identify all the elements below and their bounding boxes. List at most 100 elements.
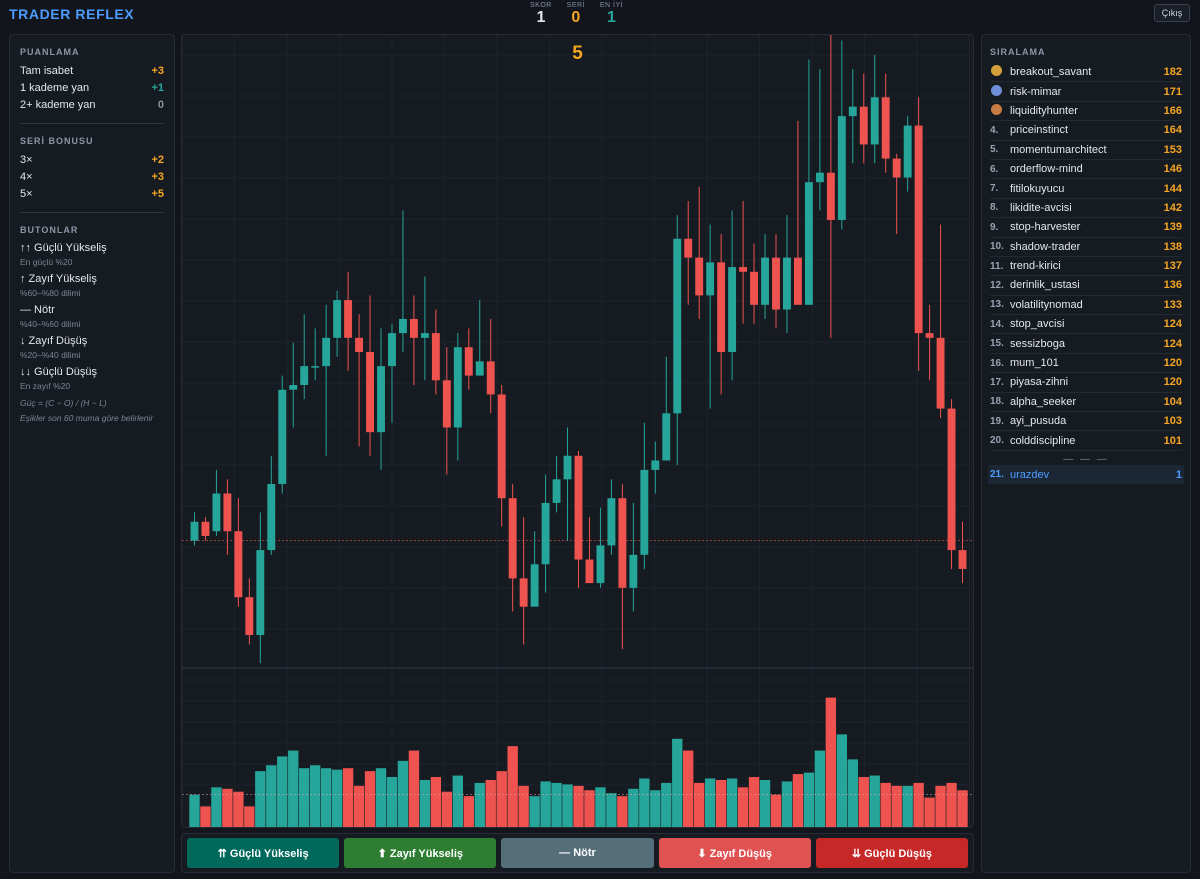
player-score: 104	[1163, 395, 1182, 408]
exit-button[interactable]: Çıkış	[1154, 4, 1190, 22]
volume-bar	[244, 806, 255, 827]
volume-bar	[704, 778, 716, 827]
candle-body	[947, 408, 956, 551]
candle-body	[750, 271, 758, 305]
candle-body	[936, 337, 945, 409]
player-score: 120	[1163, 376, 1182, 389]
candle-body	[903, 125, 912, 178]
neutral-button[interactable]: — Nötr	[501, 838, 654, 868]
volume-bar	[869, 775, 880, 827]
player-score: 136	[1163, 279, 1182, 292]
streak-row-points: +3	[151, 171, 164, 183]
leaderboard-row: 11. trend-kirici 137	[990, 257, 1182, 277]
leaderboard-row: 19. ayi_pusuda 103	[990, 412, 1182, 432]
leaderboard-row: 18. alpha_seeker 104	[990, 393, 1182, 413]
player-score: 137	[1163, 260, 1182, 273]
candle-body	[728, 267, 737, 352]
strong-up-button[interactable]: ⇈ Güçlü Yükseliş	[187, 838, 340, 868]
player-name: ayi_pusuda	[1010, 415, 1067, 428]
candle-body	[651, 460, 660, 470]
medal-icon	[990, 103, 1010, 118]
rank-number: 18.	[990, 396, 1004, 408]
app-title: TRADER REFLEX	[9, 6, 135, 22]
weak-down-button[interactable]: ⬇ Zayıf Düşüş	[658, 838, 811, 868]
candle-body	[914, 125, 923, 334]
candle-body	[585, 559, 594, 584]
volume-bar	[375, 768, 387, 827]
player-score: 124	[1163, 337, 1182, 350]
player-name: fitilokuyucu	[1010, 182, 1065, 195]
button-info-item: ↑↑ Güçlü Yükseliş En güçlü %20	[20, 241, 164, 268]
candle-body	[706, 262, 715, 296]
candle-body	[607, 498, 616, 546]
player-name: liquidityhunter	[1010, 104, 1078, 117]
candle-body	[684, 238, 693, 258]
player-name: derinlik_ustasi	[1010, 279, 1080, 292]
player-score: 153	[1163, 143, 1182, 156]
volume-bar	[266, 765, 277, 827]
candle-body	[519, 578, 528, 607]
candle-body	[508, 498, 517, 579]
stats-bar: SKOR 1 SERİ 0 EN İYİ 1	[530, 2, 623, 27]
volume-bar	[650, 790, 661, 827]
candle-body	[223, 493, 232, 532]
streak-row: 5× +5	[20, 186, 164, 203]
button-info-label: ↑ Zayıf Yükseliş	[20, 273, 97, 285]
button-info-label: ↓ Zayıf Düşüş	[20, 335, 88, 347]
candle-body	[673, 238, 682, 414]
streak-stat: SERİ 0	[566, 2, 586, 27]
player-name: stop-harvester	[1010, 221, 1081, 234]
candle-body	[815, 172, 824, 183]
candle-body	[409, 318, 418, 338]
candle-body	[278, 389, 287, 485]
streak-row-label: 3×	[20, 154, 33, 166]
rank-number: 17.	[990, 376, 1004, 388]
score-stat: SKOR 1	[530, 2, 552, 27]
streak-row: 3× +2	[20, 152, 164, 169]
player-score: 133	[1163, 298, 1182, 311]
volume-bar	[781, 781, 793, 827]
volume-bar	[902, 785, 913, 827]
leaderboard-row: 7. fitilokuyucu 144	[990, 179, 1182, 199]
volume-bar	[518, 785, 529, 827]
button-info-label: — Nötr	[20, 304, 55, 316]
player-name: breakout_savant	[1010, 66, 1092, 79]
buttons-info-title: BUTONLAR	[20, 225, 79, 235]
weak-up-button[interactable]: ⬆ Zayıf Yükseliş	[344, 838, 497, 868]
candle-body	[212, 493, 221, 532]
candle-body	[837, 116, 846, 220]
medal-icon	[990, 65, 1010, 79]
candle-body	[695, 257, 704, 296]
candle-body	[388, 333, 396, 367]
player-name: sessizboga	[1010, 337, 1066, 350]
candle-body	[234, 531, 243, 598]
strength-formula: Güç = (C − O) / (H − L)	[20, 398, 107, 408]
volume-bar	[211, 787, 222, 827]
volume-bar	[222, 788, 233, 827]
candle-body	[958, 550, 967, 569]
candle-body	[344, 300, 353, 338]
leaderboard-row: 10. shadow-trader 138	[990, 238, 1182, 257]
volume-bar	[880, 782, 891, 827]
strong-down-button[interactable]: ⇊ Güçlü Düşüş	[815, 838, 969, 868]
candle-body	[333, 300, 342, 338]
medal-icon	[991, 65, 1002, 77]
best-value: 1	[607, 9, 616, 26]
volume-bar	[913, 782, 924, 827]
rank-number: 11.	[990, 260, 1004, 272]
volume-bar	[606, 793, 617, 827]
candle-body	[859, 106, 868, 145]
button-info-item: ↑ Zayıf Yükseliş %60–%80 dilimi	[20, 272, 164, 299]
volume-bar	[386, 777, 398, 827]
scoring-title: PUANLAMA	[20, 47, 80, 57]
rank-number: 20.	[990, 435, 1004, 447]
volume-bar	[770, 794, 782, 827]
candle-body	[453, 347, 462, 428]
volume-bar	[233, 791, 244, 827]
volume-bar	[672, 738, 683, 827]
candle-body	[322, 337, 331, 367]
button-info-label: ↓↓ Güçlü Düşüş	[20, 366, 98, 378]
rules-panel: PUANLAMA Tam isabet +3 1 kademe yan +1 2+ …	[9, 34, 175, 873]
candle-body	[563, 455, 572, 480]
volume-bar	[759, 779, 771, 827]
